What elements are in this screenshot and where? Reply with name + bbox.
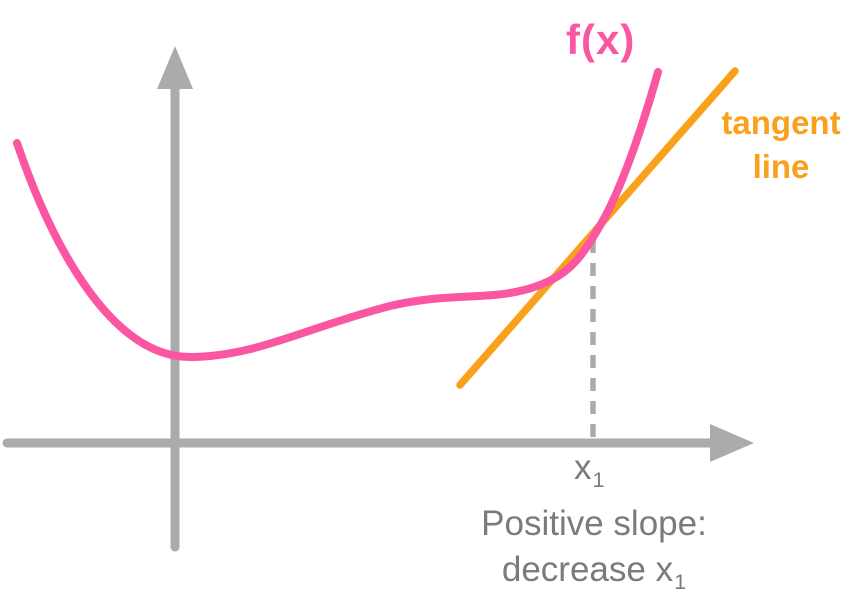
tangent-label-line2: line [752,148,810,185]
tangent-label-line1: tangent [721,104,841,141]
caption-line1: Positive slope: [481,504,707,543]
x1-label: x1 [574,448,605,493]
caption-line2-base: decrease x [501,550,674,589]
function-curve [13,68,662,362]
caption-line2-subscript: 1 [674,568,687,594]
caption-line2: decrease x1 [433,547,755,605]
curve-label: f(x) [566,16,636,63]
tangent-label: tangent line [700,101,862,189]
x1-label-base: x [574,448,592,487]
x1-label-subscript: 1 [592,466,605,492]
y-axis-arrowhead-icon [157,46,193,89]
x-axis-arrowhead-icon [710,424,754,462]
caption: Positive slope: decrease x1 [433,501,755,605]
